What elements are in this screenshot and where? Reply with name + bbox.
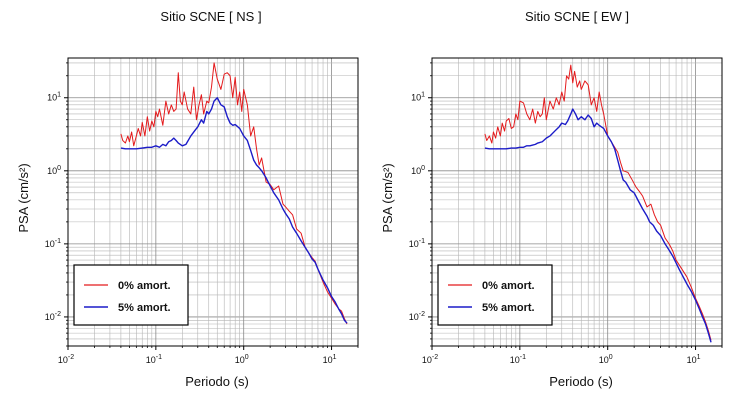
legend: 0% amort. 5% amort. (73, 264, 189, 326)
chart-ew: Sitio SCNE [ EW ] 10-2 10-1 100 101 10-2 10-1 1… (380, 9, 723, 389)
legend-label: 5% amort. (482, 302, 535, 314)
legend-box (73, 264, 189, 326)
legend: 0% amort. 5% amort. (437, 264, 553, 326)
y-tick-label: 101 (411, 92, 425, 103)
legend-label: 5% amort. (118, 302, 171, 314)
x-axis-label: Periodo (s) (549, 374, 613, 389)
y-axis-label: PSA (cm/s²) (380, 163, 395, 232)
chart-title: Sitio SCNE [ EW ] (525, 9, 629, 24)
y-tick-label: 10-2 (409, 311, 425, 322)
x-tick-label: 10-1 (510, 354, 526, 365)
chart-title: Sitio SCNE [ NS ] (160, 9, 261, 24)
x-tick-label: 100 (235, 354, 249, 365)
x-axis-label: Periodo (s) (185, 374, 249, 389)
chart-ns: Sitio SCNE [ NS ] 10-2 10-1 100 101 10-2 10-1 1… (16, 9, 359, 389)
series-line-damping-5 (120, 97, 348, 324)
y-axis-label: PSA (cm/s²) (16, 163, 31, 232)
y-tick-label: 100 (411, 165, 425, 176)
y-tick-label: 10-1 (409, 238, 425, 249)
plot-frame (67, 57, 359, 347)
y-tick-label: 101 (47, 92, 61, 103)
x-tick-label: 101 (687, 354, 701, 365)
legend-label: 0% amort. (118, 280, 171, 292)
y-tick-label: 10-1 (45, 238, 61, 249)
legend-box (437, 264, 553, 326)
x-tick-label: 10-1 (146, 354, 162, 365)
y-tick-label: 10-2 (45, 311, 61, 322)
plot-frame (431, 57, 723, 347)
series-line-damping-0 (120, 62, 348, 325)
x-tick-label: 100 (599, 354, 613, 365)
x-tick-label: 10-2 (422, 354, 438, 365)
y-tick-label: 100 (47, 165, 61, 176)
series-line-damping-0 (484, 64, 712, 341)
x-tick-label: 101 (323, 354, 337, 365)
series-line-damping-5 (484, 108, 712, 343)
legend-label: 0% amort. (482, 280, 535, 292)
x-tick-label: 10-2 (58, 354, 74, 365)
